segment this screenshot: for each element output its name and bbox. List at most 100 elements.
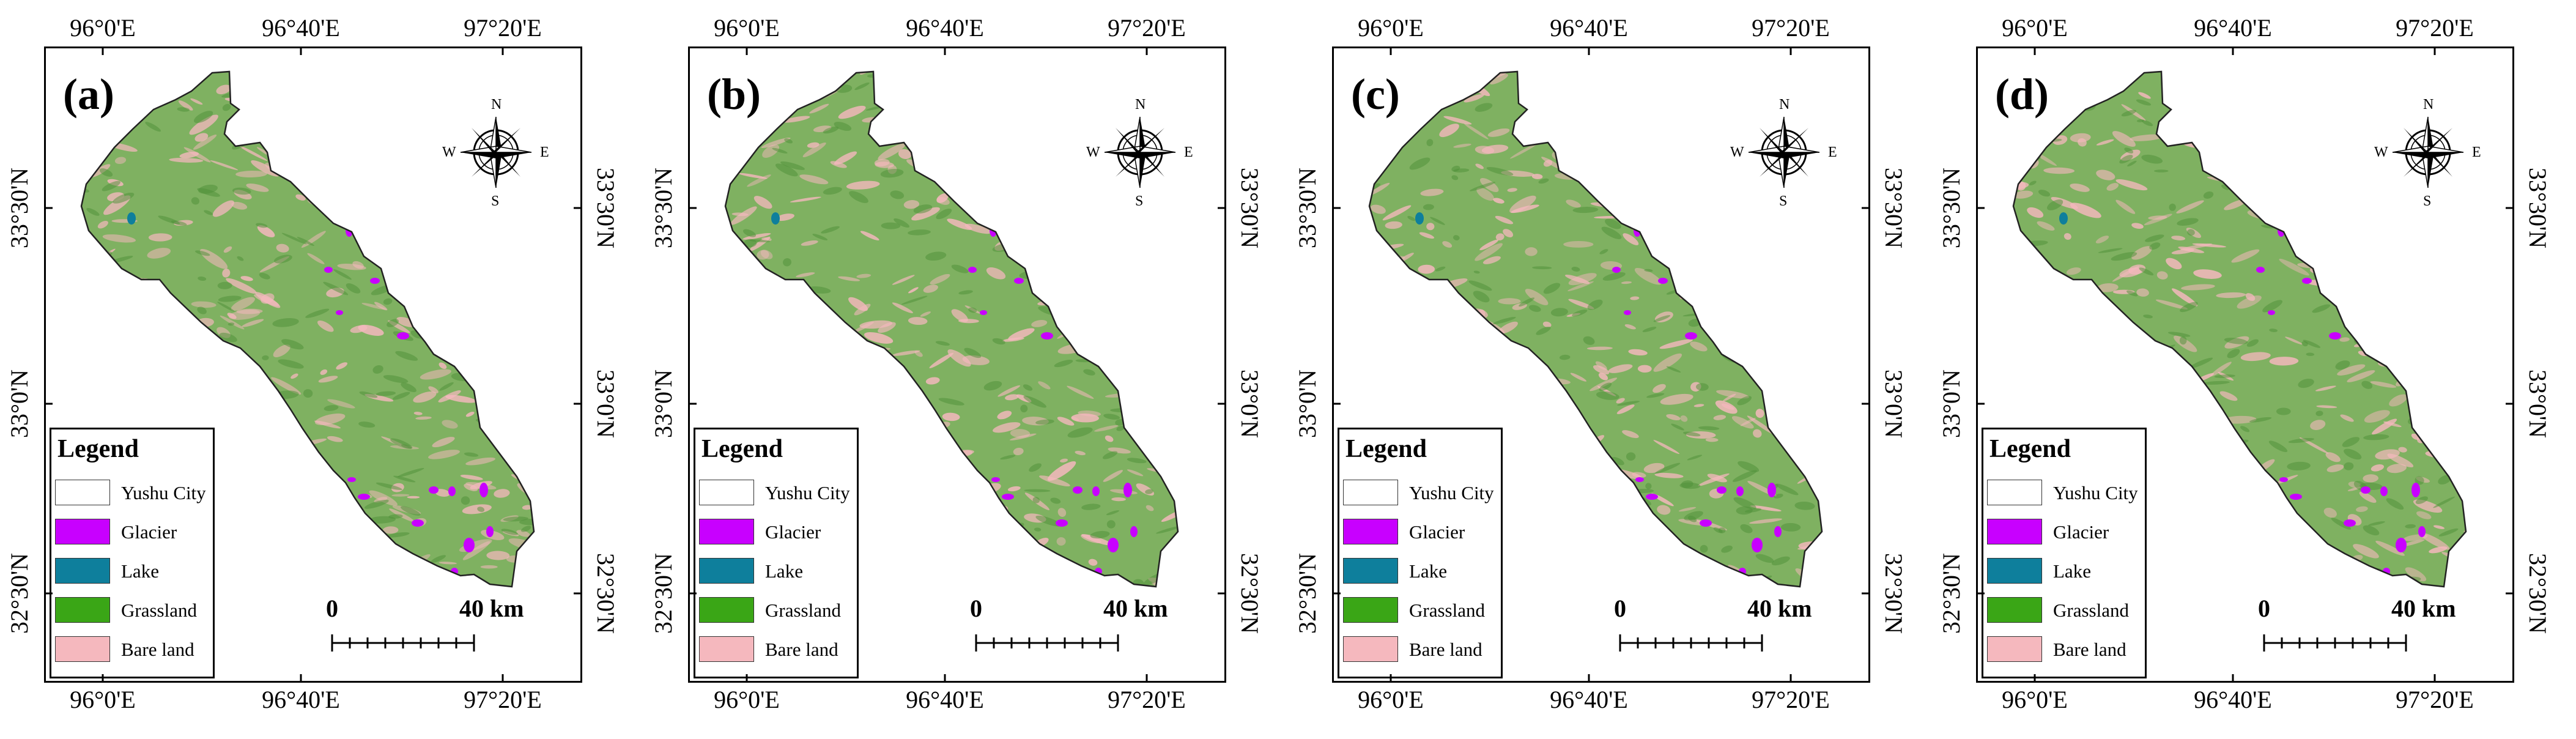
grassland-patch (2246, 339, 2259, 347)
bare-land-patch (1590, 377, 1618, 392)
bare-land-patch (462, 541, 490, 560)
bare-land-patch (964, 223, 991, 234)
grassland-patch (983, 381, 1002, 391)
bare-land-patch (942, 412, 960, 421)
grassland-patch (390, 438, 413, 449)
glacier-patch (980, 310, 987, 315)
bare-land-patch (903, 200, 920, 209)
grassland-patch (1583, 336, 1595, 345)
longitude-label-top: 96°40'E (1550, 14, 1628, 42)
bare-land-patch (760, 250, 773, 259)
grassland-patch (1528, 305, 1541, 312)
bare-land-patch (947, 218, 972, 230)
grassland-patch (2363, 434, 2389, 440)
legend-label: Bare land (2053, 639, 2126, 660)
legend-label: Grassland (121, 600, 197, 621)
grassland-patch (1599, 382, 1612, 392)
grassland-patch (1721, 545, 1733, 553)
bare-land-patch (462, 504, 492, 514)
bare-land-patch (2193, 269, 2222, 279)
grassland-patch (376, 391, 396, 396)
grassland-patch (2262, 300, 2282, 313)
grassland-patch (324, 405, 339, 411)
bare-land-patch (1525, 247, 1538, 256)
bare-land-patch (2339, 337, 2350, 342)
bare-land-patch (1146, 505, 1154, 511)
bare-land-patch (2353, 544, 2379, 559)
grassland-patch (1599, 249, 1608, 254)
grassland-patch (1532, 266, 1552, 270)
bare-land-patch (782, 116, 810, 123)
compass-n-label: N (1135, 97, 1146, 113)
grassland-patch (1718, 527, 1726, 533)
bare-land-patch (801, 240, 818, 246)
panel-label: (d) (1995, 70, 2049, 119)
bare-land-patch (1382, 205, 1412, 221)
map-panel: 96°0'E 96°40'E 97°20'E 96°0'E 96°40'E 97°20'E… (1932, 0, 2576, 739)
grassland-patch (1473, 291, 1490, 303)
grassland-patch (1738, 461, 1760, 472)
grassland-patch (1536, 326, 1551, 335)
bare-land-patch (914, 351, 923, 357)
compass-w-label: W (2374, 144, 2388, 160)
grassland-patch (1430, 217, 1445, 225)
grassland-patch (2141, 154, 2163, 164)
grassland-patch (2145, 234, 2164, 242)
graticule-ticks (44, 46, 582, 683)
bare-land-patch (2370, 381, 2397, 388)
legend-swatch (699, 636, 754, 662)
grassland-patch (1423, 204, 1434, 210)
bare-land-patch (223, 246, 232, 253)
bare-land-patch (178, 100, 193, 111)
grassland-patch (1550, 308, 1568, 317)
bare-land-patch (775, 214, 794, 221)
bare-land-patch (1111, 497, 1126, 502)
bare-land-patch (2037, 221, 2055, 231)
grassland-patch (1605, 218, 1621, 229)
longitude-label-bottom: 97°20'E (2396, 686, 2474, 713)
glacier-patch (1073, 486, 1083, 494)
bare-land-patch (97, 220, 108, 229)
bare-land-patch (2013, 190, 2034, 199)
bare-land-patch (190, 98, 203, 105)
grassland-area (725, 72, 1178, 587)
bare-land-patch (2096, 139, 2114, 146)
grassland-patch (2306, 352, 2315, 356)
grassland-patch (393, 475, 416, 483)
bare-land-patch (930, 273, 950, 285)
longitude-label-bottom: 96°40'E (1550, 686, 1628, 713)
grassland-patch (86, 208, 100, 216)
bare-land-patch (2400, 539, 2425, 547)
glacier-patch (448, 486, 456, 496)
legend-item: Bare land (1987, 631, 2146, 662)
bare-land-patch (1418, 264, 1435, 274)
bare-land-patch (962, 355, 990, 365)
legend-item: Glacier (1343, 514, 1502, 544)
legend-label: Yushu City (765, 482, 850, 503)
bare-land-patch (1493, 198, 1505, 204)
bare-land-patch (1715, 400, 1738, 414)
bare-land-patch (2131, 246, 2152, 260)
bare-land-patch (1716, 390, 1750, 399)
longitude-label-top: 96°0'E (2002, 14, 2068, 42)
longitude-label-bottom: 96°0'E (714, 686, 780, 713)
grassland-patch (222, 103, 231, 111)
longitude-label-bottom: 96°40'E (262, 686, 340, 713)
grassland-patch (219, 332, 237, 343)
bare-land-patch (1476, 187, 1494, 201)
bare-land-patch (2210, 362, 2232, 377)
glacier-patch (1612, 267, 1621, 273)
bare-land-patch (1705, 437, 1719, 442)
bare-land-patch (242, 319, 264, 327)
longitude-label-bottom: 97°20'E (464, 686, 542, 713)
grassland-patch (281, 339, 304, 350)
grassland-patch (1081, 503, 1101, 510)
north-arrow-icon (460, 116, 532, 188)
bare-land-patch (1593, 365, 1610, 375)
bare-land-patch (1464, 123, 1489, 139)
bare-land-patch (1509, 142, 1540, 159)
bare-land-patch (193, 135, 217, 150)
bare-land-patch (2106, 183, 2119, 191)
legend-swatch (1987, 558, 2042, 584)
glacier-patch (1646, 494, 1658, 500)
